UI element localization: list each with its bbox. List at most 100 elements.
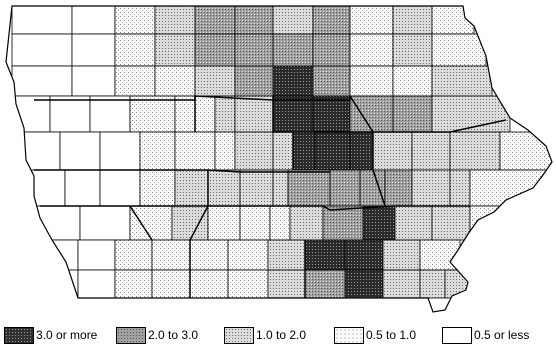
county bbox=[11, 239, 79, 271]
county bbox=[304, 269, 346, 299]
county bbox=[344, 269, 384, 299]
county bbox=[349, 95, 394, 133]
county bbox=[272, 131, 294, 171]
county bbox=[139, 169, 176, 207]
county bbox=[114, 33, 156, 67]
county bbox=[382, 239, 421, 271]
county bbox=[394, 205, 433, 241]
legend-swatch-3-or-more bbox=[4, 326, 34, 344]
county bbox=[312, 95, 351, 133]
county bbox=[239, 169, 274, 207]
county bbox=[154, 6, 196, 35]
county bbox=[227, 269, 269, 299]
county bbox=[392, 65, 433, 97]
region-boundary bbox=[34, 169, 330, 173]
legend-item-0-5-or-less: 0.5 or less bbox=[442, 326, 529, 344]
county bbox=[11, 65, 73, 97]
county bbox=[431, 65, 493, 97]
county bbox=[114, 269, 153, 299]
county bbox=[392, 33, 433, 67]
county bbox=[312, 6, 351, 35]
county bbox=[59, 131, 101, 171]
county bbox=[239, 205, 271, 241]
county bbox=[234, 131, 274, 171]
county bbox=[289, 205, 324, 241]
legend-item-1-to-2: 1.0 to 2.0 bbox=[224, 326, 306, 344]
county bbox=[77, 239, 116, 271]
county bbox=[431, 205, 471, 241]
legend: 3.0 or more 2.0 to 3.0 1.0 to 2.0 0.5 to… bbox=[0, 322, 556, 348]
region-boundary bbox=[40, 205, 470, 211]
county bbox=[174, 131, 216, 171]
legend-item-2-to-3: 2.0 to 3.0 bbox=[116, 326, 198, 344]
county bbox=[349, 131, 374, 171]
legend-swatch-0-5-to-1 bbox=[334, 326, 364, 344]
county bbox=[312, 65, 351, 97]
region-boundary bbox=[372, 132, 386, 207]
county bbox=[194, 33, 236, 67]
county bbox=[114, 6, 156, 35]
county bbox=[272, 33, 314, 67]
county bbox=[349, 65, 394, 97]
region-boundary bbox=[189, 170, 209, 298]
county bbox=[194, 6, 236, 35]
county bbox=[304, 239, 346, 271]
legend-swatch-0-5-or-less bbox=[442, 326, 472, 344]
county bbox=[349, 33, 394, 67]
county bbox=[207, 169, 241, 207]
county bbox=[139, 131, 176, 171]
county bbox=[11, 131, 61, 171]
county bbox=[207, 205, 241, 241]
county bbox=[71, 33, 116, 67]
legend-item-3-or-more: 3.0 or more bbox=[4, 326, 97, 344]
county bbox=[194, 65, 236, 97]
county bbox=[114, 65, 156, 97]
county bbox=[154, 65, 196, 97]
county bbox=[234, 95, 274, 133]
county bbox=[272, 6, 314, 35]
legend-label: 0.5 or less bbox=[474, 328, 530, 342]
region-boundary bbox=[272, 96, 294, 170]
county bbox=[174, 169, 209, 207]
county bbox=[89, 95, 131, 133]
county bbox=[129, 205, 173, 241]
county bbox=[234, 6, 274, 35]
county bbox=[419, 269, 446, 299]
county bbox=[49, 95, 91, 133]
county-map bbox=[5, 5, 553, 313]
county bbox=[11, 169, 66, 207]
county bbox=[99, 169, 141, 207]
legend-item-0-5-to-1: 0.5 to 1.0 bbox=[334, 326, 416, 344]
county bbox=[234, 33, 274, 67]
county bbox=[11, 205, 81, 241]
county bbox=[322, 205, 364, 241]
legend-swatch-2-to-3 bbox=[116, 326, 146, 344]
county bbox=[151, 239, 191, 271]
legend-label: 3.0 or more bbox=[36, 328, 98, 342]
county bbox=[314, 131, 351, 171]
county bbox=[114, 239, 153, 271]
county bbox=[214, 95, 236, 133]
county bbox=[449, 169, 471, 207]
county bbox=[267, 269, 306, 299]
county bbox=[272, 95, 314, 133]
county bbox=[11, 95, 51, 133]
county bbox=[312, 33, 351, 67]
county bbox=[359, 169, 386, 207]
region-boundary bbox=[349, 95, 507, 133]
county bbox=[99, 131, 141, 171]
county bbox=[267, 239, 306, 271]
county bbox=[71, 65, 116, 97]
county bbox=[392, 6, 433, 35]
county bbox=[11, 6, 73, 35]
county bbox=[392, 95, 433, 133]
county bbox=[287, 169, 331, 207]
county bbox=[64, 169, 101, 207]
region-boundary bbox=[34, 95, 351, 101]
legend-label: 1.0 to 2.0 bbox=[256, 328, 307, 342]
county bbox=[171, 205, 209, 241]
legend-label: 2.0 to 3.0 bbox=[148, 328, 199, 342]
county bbox=[431, 33, 487, 67]
county bbox=[499, 131, 552, 171]
county bbox=[272, 65, 314, 97]
